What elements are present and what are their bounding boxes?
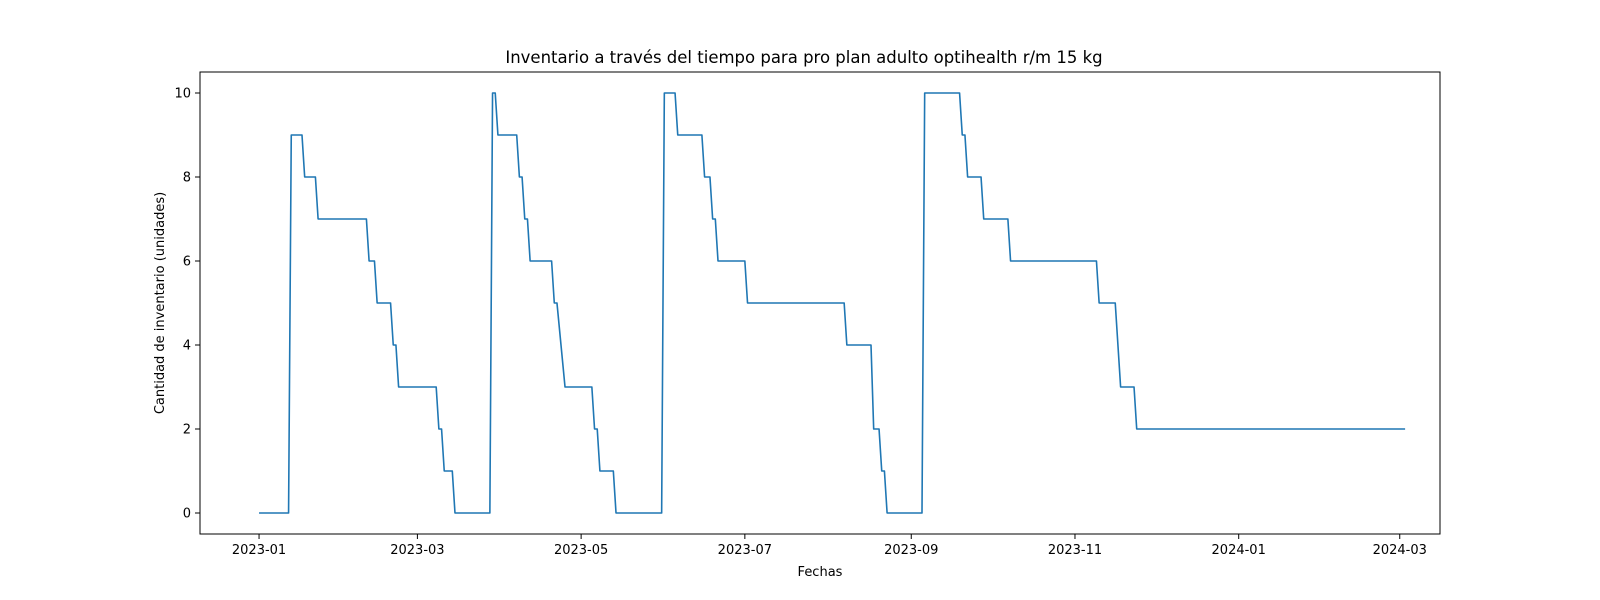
- x-axis: 2023-01 2023-03 2023-05 2023-07 2023-09 2023-…: [232, 534, 1427, 558]
- y-tick-label: 8: [183, 171, 191, 186]
- y-tick-label: 4: [183, 339, 191, 354]
- x-axis-label: Fechas: [798, 565, 843, 580]
- x-tick-label: 2023-01: [232, 543, 286, 558]
- x-tick-label: 2024-01: [1212, 543, 1266, 558]
- inventory-series-line: [259, 92, 1406, 514]
- x-tick-label: 2023-03: [390, 543, 444, 558]
- y-tick-label: 10: [174, 87, 191, 102]
- chart-title: Inventario a través del tiempo para pro …: [505, 48, 1102, 67]
- y-tick-label: 2: [183, 423, 191, 438]
- x-tick-label: 2024-03: [1373, 543, 1427, 558]
- data-series-layer: [259, 92, 1406, 514]
- plot-area-frame: [199, 71, 1441, 535]
- y-tick-label: 6: [183, 255, 191, 270]
- y-tick-label: 0: [183, 507, 191, 522]
- x-tick-label: 2023-11: [1048, 543, 1102, 558]
- x-tick-label: 2023-07: [718, 543, 772, 558]
- x-tick-label: 2023-09: [884, 543, 938, 558]
- x-tick-label: 2023-05: [554, 543, 608, 558]
- y-axis: 0 2 4 6 8 10: [174, 87, 200, 522]
- y-axis-label: Cantidad de inventario (unidades): [153, 192, 168, 414]
